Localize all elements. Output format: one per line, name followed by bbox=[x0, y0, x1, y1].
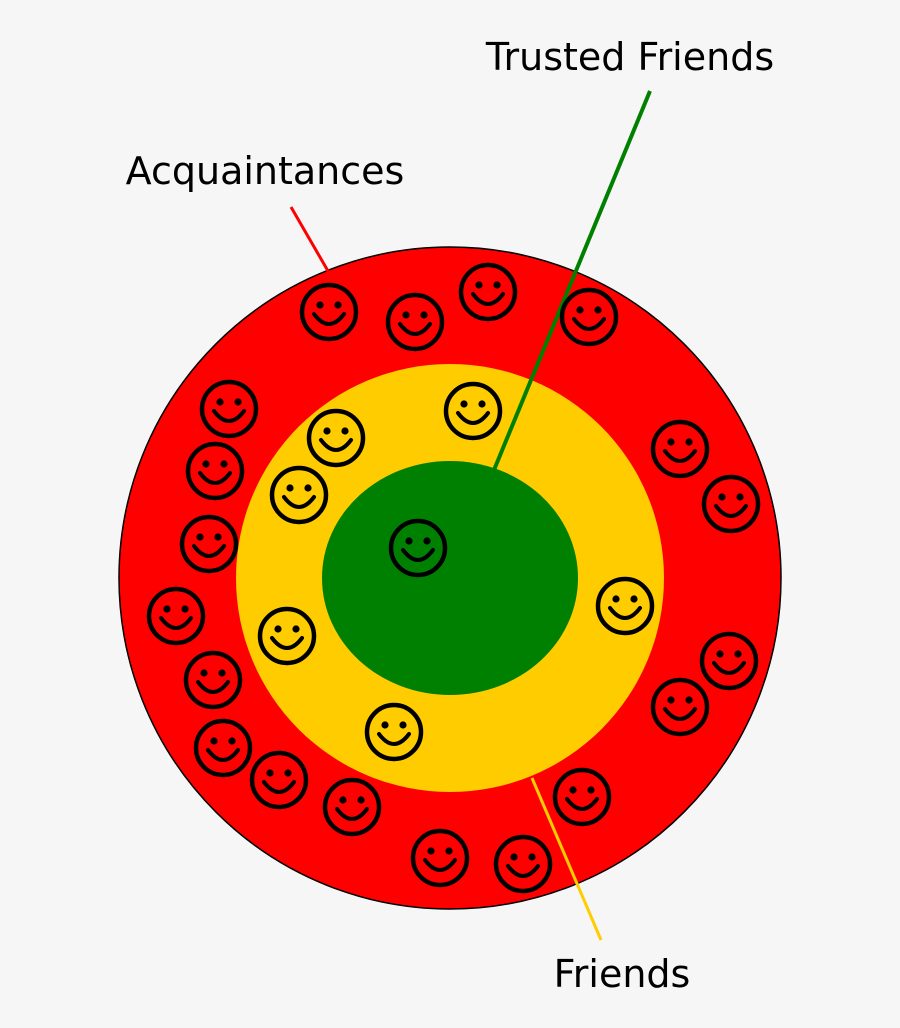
smiley-face-icon bbox=[653, 422, 707, 476]
smiley-face-icon bbox=[391, 521, 445, 575]
smiley-face-icon bbox=[367, 705, 421, 759]
trusted-friends-pointer-line bbox=[492, 90, 652, 471]
friends-label: Friends bbox=[554, 952, 691, 996]
smiley-face-icon bbox=[562, 290, 616, 344]
smiley-face-icon bbox=[413, 831, 467, 885]
smiley-face-icon bbox=[555, 770, 609, 824]
smiley-face-icon bbox=[702, 634, 756, 688]
smiley-face-icon bbox=[188, 444, 242, 498]
smiley-face-icon bbox=[704, 477, 758, 531]
smiley-face-icon bbox=[182, 517, 236, 571]
smiley-face-icon bbox=[309, 411, 363, 465]
smiley-face-icon bbox=[653, 680, 707, 734]
smiley-face-icon bbox=[202, 382, 256, 436]
smiley-face-icon bbox=[272, 468, 326, 522]
trusted-friends-core bbox=[322, 461, 578, 695]
acquaintances-pointer-line bbox=[289, 206, 330, 272]
smiley-face-icon bbox=[446, 384, 500, 438]
acquaintances-label: Acquaintances bbox=[126, 149, 405, 193]
smiley-face-icon bbox=[196, 721, 250, 775]
smiley-face-icon bbox=[252, 753, 306, 807]
smiley-face-icon bbox=[302, 285, 356, 339]
smiley-face-icon bbox=[598, 579, 652, 633]
smiley-face-icon bbox=[388, 295, 442, 349]
smiley-face-icon bbox=[260, 609, 314, 663]
trusted-friend-faces bbox=[391, 521, 445, 575]
smiley-face-icon bbox=[325, 780, 379, 834]
trusted-friends-label: Trusted Friends bbox=[485, 35, 774, 79]
smiley-face-icon bbox=[149, 589, 203, 643]
smiley-face-icon bbox=[461, 265, 515, 319]
friends-pointer-line bbox=[530, 777, 603, 941]
smiley-face-icon bbox=[186, 653, 240, 707]
smiley-face-icon bbox=[496, 837, 550, 891]
